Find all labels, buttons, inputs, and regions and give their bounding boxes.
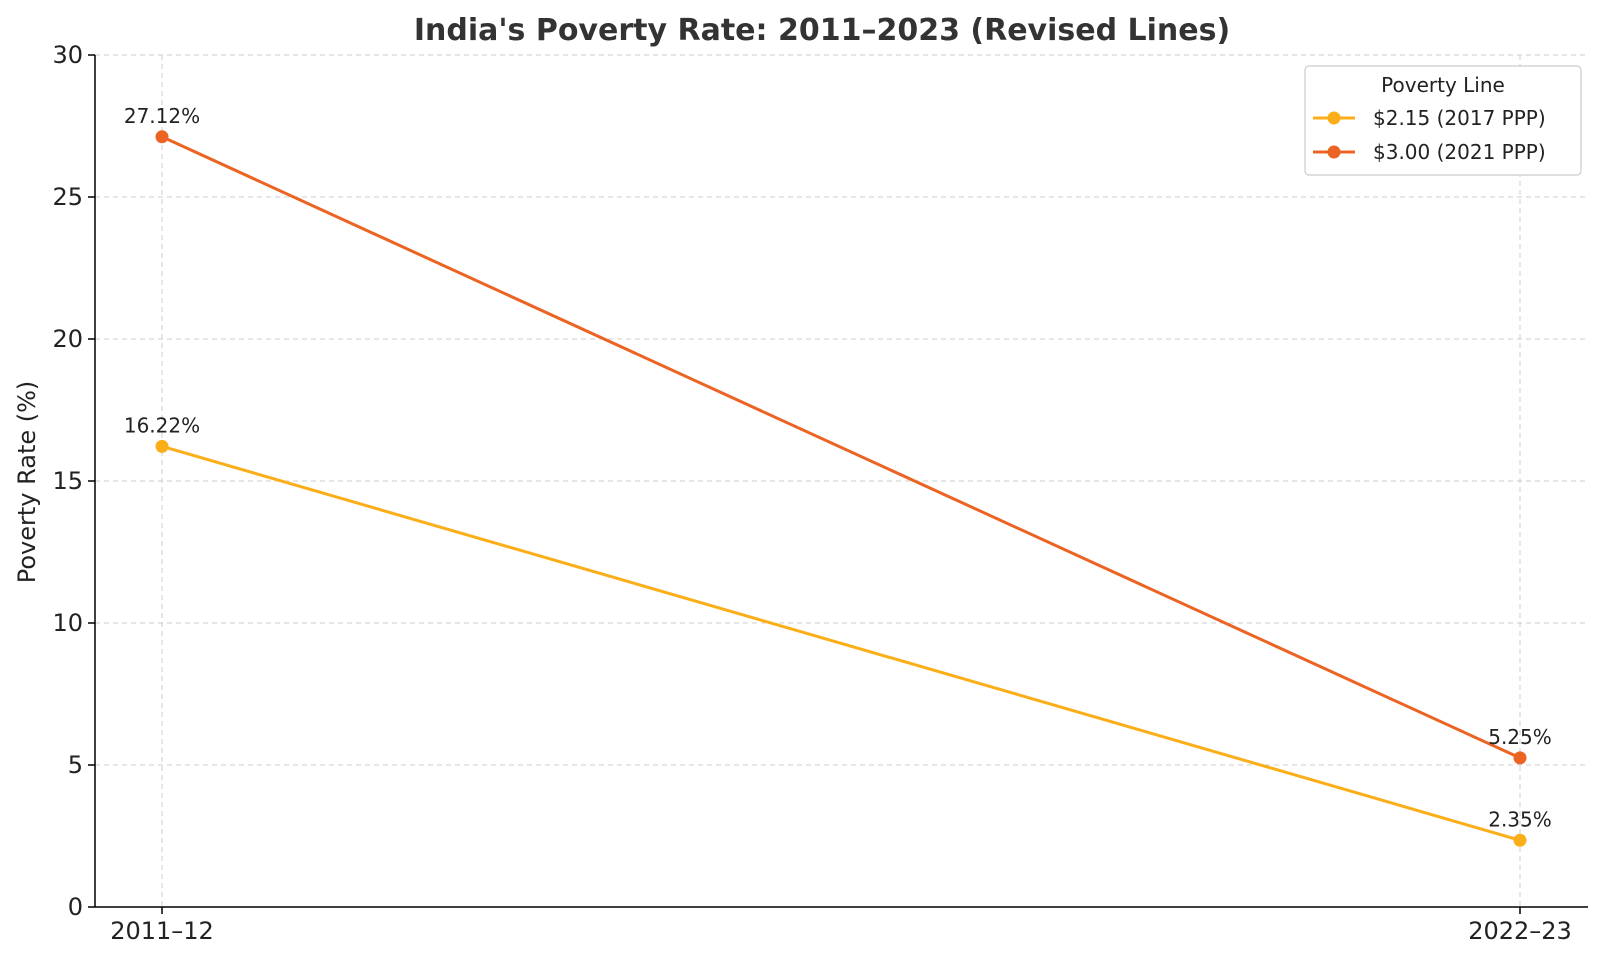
data-label: 5.25% xyxy=(1488,725,1552,749)
data-label: 16.22% xyxy=(124,413,200,437)
series-line xyxy=(161,135,1521,760)
data-point xyxy=(155,130,169,144)
series-line xyxy=(161,444,1521,842)
y-tick-label: 30 xyxy=(52,41,83,69)
legend-title: Poverty Line xyxy=(1381,73,1505,97)
legend-marker xyxy=(1327,111,1341,125)
legend-label: $3.00 (2021 PPP) xyxy=(1373,140,1546,164)
y-tick-label: 5 xyxy=(68,751,83,779)
data-point xyxy=(1513,833,1527,847)
data-label: 27.12% xyxy=(124,104,200,128)
y-tick-label: 10 xyxy=(52,609,83,637)
x-tick-label: 2022–23 xyxy=(1468,917,1572,945)
tick-labels: 0 5 10 15 20 25 30 2011–12 2022–23 xyxy=(52,41,1571,945)
y-tick-label: 15 xyxy=(52,467,83,495)
data-label: 2.35% xyxy=(1488,807,1552,831)
data-point xyxy=(1513,751,1527,765)
grid-lines xyxy=(95,54,1588,907)
chart-title: India's Poverty Rate: 2011–2023 (Revised… xyxy=(414,13,1230,48)
data-point xyxy=(155,439,169,453)
y-tick-label: 0 xyxy=(68,893,83,921)
axes xyxy=(88,54,1588,914)
legend-box xyxy=(1304,65,1582,176)
legend-label: $2.15 (2017 PPP) xyxy=(1373,106,1546,130)
data-labels: 16.22% 2.35% 27.12% 5.25% xyxy=(124,104,1552,831)
legend: Poverty Line $2.15 (2017 PPP) $3.00 (2021… xyxy=(1304,65,1582,176)
y-tick-label: 20 xyxy=(52,325,83,353)
y-axis-label: Poverty Rate (%) xyxy=(13,381,41,584)
x-tick-label: 2011–12 xyxy=(110,917,214,945)
y-tick-label: 25 xyxy=(52,183,83,211)
legend-items: $2.15 (2017 PPP) $3.00 (2021 PPP) xyxy=(1313,106,1546,164)
series-lines xyxy=(155,130,1527,847)
legend-marker xyxy=(1327,145,1341,159)
